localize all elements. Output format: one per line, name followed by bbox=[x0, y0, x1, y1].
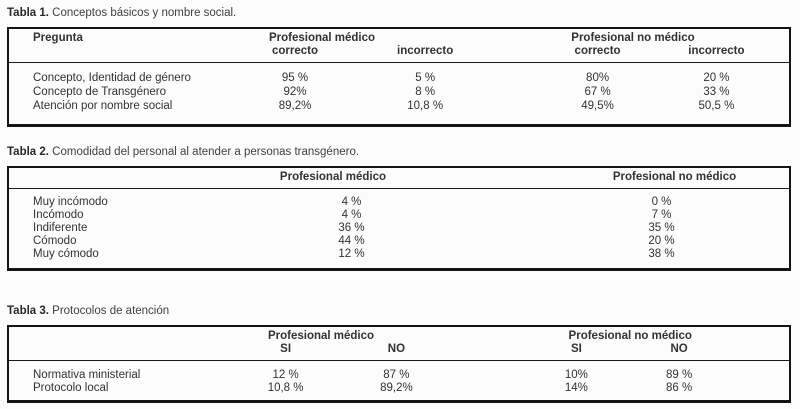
table1-section: Tabla 1. Conceptos básicos y nombre soci… bbox=[7, 7, 791, 127]
table-row: Normativa ministerial 12 % 87 % 10% 89 % bbox=[8, 361, 790, 383]
table2-col-medico: Profesional médico bbox=[226, 167, 485, 189]
cell-value: 10,8 % bbox=[407, 100, 444, 112]
cell-value: 0 % bbox=[651, 196, 672, 208]
table1-group-medico: Profesional médico bbox=[268, 32, 376, 44]
row-label: Protocolo local bbox=[33, 382, 109, 394]
table-row: Indiferente 36 % 35 % bbox=[8, 222, 790, 235]
cell-value: 10,8 % bbox=[267, 382, 304, 394]
table2-caption: Tabla 2. Comodidad del personal al atend… bbox=[7, 146, 791, 159]
table1-sub-incorrecto-m: incorrecto bbox=[352, 45, 517, 63]
table2-caption-text: Comodidad del personal al atender a pers… bbox=[48, 146, 360, 158]
cell-value: 14% bbox=[564, 382, 588, 394]
cell-value: 87 % bbox=[383, 369, 410, 381]
empty-cell bbox=[8, 167, 227, 189]
cell-value: 89,2% bbox=[278, 100, 312, 112]
row-label: Concepto de Transgénero bbox=[33, 86, 166, 98]
cell-value: 7 % bbox=[651, 209, 672, 221]
table1-caption-text: Conceptos básicos y nombre social. bbox=[48, 7, 237, 19]
table1-group-header-row: Pregunta Profesional médico Profesional … bbox=[8, 28, 790, 45]
table1-caption-label: Tabla 1. bbox=[7, 7, 49, 19]
table3-group-no-medico: Profesional no médico bbox=[568, 330, 692, 342]
table3-caption: Tabla 3. Protocolos de atención bbox=[7, 305, 791, 318]
table2-comodidad-personal: Profesional médico Profesional no médico… bbox=[7, 166, 791, 271]
empty-cell bbox=[8, 343, 227, 361]
cell-value: 35 % bbox=[648, 222, 675, 234]
row-label: Muy incómodo bbox=[33, 196, 108, 208]
table1-sub-incorrecto-nm: incorrecto bbox=[664, 45, 790, 63]
table3-sub-si-m: SI bbox=[226, 343, 345, 361]
table-row: Protocolo local 10,8 % 89,2% 14% 86 % bbox=[8, 382, 790, 402]
table3-group-header-row: Profesional médico Profesional no médico bbox=[8, 326, 790, 343]
table-row: Atención por nombre social 89,2% 10,8 % … bbox=[8, 99, 790, 126]
cell-value: 86 % bbox=[666, 382, 693, 394]
cell-value: 12 % bbox=[338, 248, 365, 260]
table1-caption: Tabla 1. Conceptos básicos y nombre soci… bbox=[7, 7, 791, 20]
cell-value: 89,2% bbox=[380, 382, 413, 394]
row-label: Cómodo bbox=[33, 235, 77, 247]
table3-group-medico: Profesional médico bbox=[267, 330, 375, 342]
cell-value: 5 % bbox=[415, 72, 436, 84]
cell-value: 20 % bbox=[703, 72, 730, 84]
cell-value: 38 % bbox=[648, 248, 675, 260]
table2-section: Tabla 2. Comodidad del personal al atend… bbox=[7, 146, 791, 271]
table-row: Cómodo 44 % 20 % bbox=[8, 235, 790, 248]
cell-value: 92% bbox=[283, 86, 307, 98]
cell-value: 33 % bbox=[703, 86, 730, 98]
cell-value: 80% bbox=[586, 72, 610, 84]
cell-value: 12 % bbox=[272, 369, 299, 381]
table1-sub-correcto-nm: correcto bbox=[516, 45, 665, 63]
row-label: Muy cómodo bbox=[33, 248, 99, 260]
table3-sub-no-m: NO bbox=[344, 343, 462, 361]
table1-sub-header-row: correcto incorrecto correcto incorrecto bbox=[8, 45, 790, 63]
cell-value: 67 % bbox=[584, 86, 611, 98]
table3-sub-no-nm: NO bbox=[649, 343, 790, 361]
empty-cell bbox=[8, 45, 227, 63]
table1-conceptos-basicos: Pregunta Profesional médico Profesional … bbox=[7, 27, 791, 127]
table-row: Muy incómodo 4 % 0 % bbox=[8, 189, 790, 210]
cell-value: 95 % bbox=[281, 72, 309, 84]
table1-col-pregunta: Pregunta bbox=[33, 32, 83, 44]
table-row: Incómodo 4 % 7 % bbox=[8, 209, 790, 222]
table2-caption-label: Tabla 2. bbox=[7, 146, 49, 158]
cell-value: 36 % bbox=[338, 222, 365, 234]
cell-value: 20 % bbox=[648, 235, 675, 247]
row-label: Incómodo bbox=[33, 209, 84, 221]
table2-col-no-medico: Profesional no médico bbox=[485, 167, 790, 189]
table3-sub-header-row: SI NO SI NO bbox=[8, 343, 790, 361]
table3-sub-si-nm: SI bbox=[461, 343, 650, 361]
cell-value: 50,5 % bbox=[698, 100, 735, 112]
table-row: Concepto, Identidad de género 95 % 5 % 8… bbox=[8, 63, 790, 86]
table3-section: Tabla 3. Protocolos de atención Profesio… bbox=[7, 305, 791, 403]
cell-value: 89 % bbox=[666, 369, 693, 381]
cell-value: 10% bbox=[564, 369, 588, 381]
cell-value: 8 % bbox=[415, 86, 436, 98]
table-row: Concepto de Transgénero 92% 8 % 67 % 33 … bbox=[8, 85, 790, 99]
table3-caption-label: Tabla 3. bbox=[7, 305, 49, 317]
table2-header-row: Profesional médico Profesional no médico bbox=[8, 167, 790, 189]
cell-value: 4 % bbox=[341, 209, 362, 221]
table1-sub-correcto-m: correcto bbox=[226, 45, 353, 63]
row-label: Normativa ministerial bbox=[33, 369, 141, 381]
table3-protocolos-atencion: Profesional médico Profesional no médico… bbox=[7, 325, 791, 403]
cell-value: 44 % bbox=[338, 235, 365, 247]
table3-caption-text: Protocolos de atención bbox=[48, 305, 170, 317]
row-label: Indiferente bbox=[33, 222, 88, 234]
cell-value: 4 % bbox=[341, 196, 362, 208]
table1-group-no-medico: Profesional no médico bbox=[571, 32, 695, 44]
empty-cell bbox=[8, 326, 227, 343]
table-row: Muy cómodo 12 % 38 % bbox=[8, 248, 790, 270]
cell-value: 49,5% bbox=[581, 100, 614, 112]
row-label: Concepto, Identidad de género bbox=[33, 72, 191, 84]
row-label: Atención por nombre social bbox=[33, 100, 173, 112]
